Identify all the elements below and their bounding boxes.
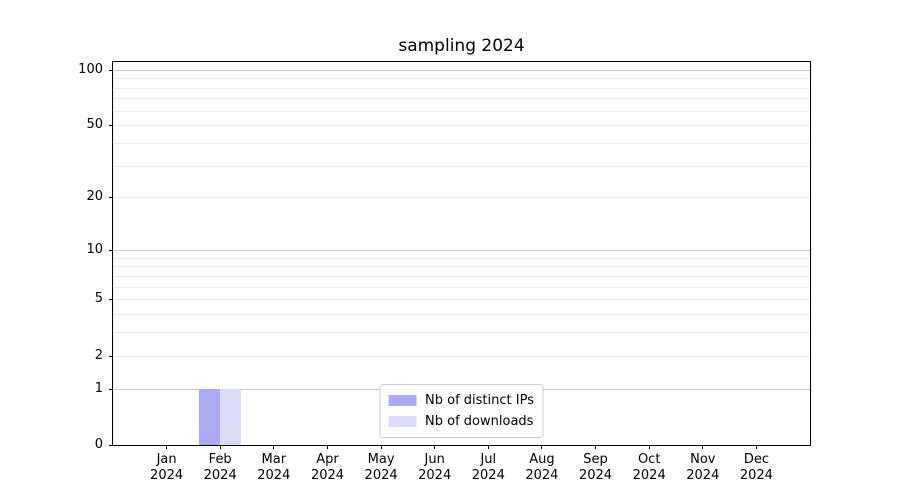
- x-tick-label: Feb 2024: [204, 452, 237, 484]
- x-tick-month: Dec: [743, 452, 769, 467]
- y-tick-label: 0: [94, 437, 103, 452]
- minor-gridline: [113, 87, 810, 89]
- x-tick-year: 2024: [632, 468, 666, 483]
- y-tick-label: 50: [86, 117, 103, 133]
- x-tick-year: 2024: [578, 468, 613, 483]
- x-tick-label: Nov 2024: [686, 452, 719, 484]
- x-tick-year: 2024: [257, 468, 291, 483]
- x-tick-mark: [380, 445, 382, 449]
- minor-gridline: [113, 275, 810, 277]
- x-tick-year: 2024: [471, 468, 505, 483]
- legend-row: Nb of downloads: [388, 411, 534, 432]
- y-tick-mark: [109, 388, 113, 390]
- x-tick-month: Mar: [261, 452, 287, 467]
- y-tick-mark: [109, 125, 113, 127]
- x-tick-year: 2024: [203, 468, 237, 483]
- x-tick-mark: [648, 445, 650, 449]
- x-tick-label: Aug 2024: [525, 452, 558, 484]
- x-tick-month: May: [367, 452, 395, 467]
- major-gridline: [113, 250, 810, 251]
- x-tick-month: Sep: [583, 452, 608, 467]
- x-tick-mark: [595, 445, 596, 449]
- x-tick-month: Nov: [690, 452, 716, 467]
- legend-label: Nb of distinct IPs: [425, 393, 534, 408]
- x-tick-month: Oct: [637, 452, 661, 467]
- minor-gridline: [113, 110, 810, 112]
- legend-row: Nb of distinct IPs: [388, 390, 534, 411]
- y-tick-label: 2: [94, 347, 103, 363]
- y-tick-label: 100: [78, 61, 103, 77]
- x-tick-year: 2024: [364, 468, 398, 483]
- x-tick-month: Feb: [208, 452, 232, 467]
- minor-gridline: [113, 314, 810, 316]
- minor-gridline: [113, 332, 810, 334]
- x-tick-month: Jul: [480, 452, 497, 467]
- x-tick-month: Jan: [156, 452, 177, 467]
- x-tick-label: Jan 2024: [150, 452, 183, 484]
- x-tick-mark: [541, 445, 543, 449]
- plot-area: 0 1 2 5 10 20 50 100 Jan 2024 Feb 2024 Mar 2024 Apr 20…: [78, 61, 811, 483]
- x-tick-label: Sep 2024: [579, 452, 612, 484]
- y-tick-mark: [109, 445, 113, 446]
- x-tick-month: Jun: [424, 452, 445, 467]
- x-tick-mark: [273, 445, 275, 449]
- minor-gridline: [113, 286, 810, 288]
- x-tick-year: 2024: [686, 468, 720, 483]
- x-tick-label: Oct 2024: [633, 452, 666, 484]
- x-tick-label: Jun 2024: [418, 452, 451, 484]
- legend-swatch: [388, 395, 417, 406]
- x-tick-mark: [327, 445, 328, 449]
- x-tick-year: 2024: [525, 468, 559, 483]
- y-tick-label: 5: [94, 291, 103, 307]
- y-tick-mark: [109, 250, 113, 251]
- x-tick-month: Apr: [316, 452, 339, 467]
- y-tick-label: 10: [86, 242, 103, 257]
- y-tick-mark: [109, 299, 113, 301]
- minor-gridline: [113, 257, 810, 259]
- x-tick-year: 2024: [418, 468, 452, 483]
- minor-gridline: [113, 299, 810, 301]
- y-tick-mark: [109, 69, 113, 71]
- legend-swatch: [388, 416, 417, 427]
- bar: [220, 388, 242, 445]
- y-tick-mark: [109, 197, 113, 199]
- x-tick-year: 2024: [310, 468, 345, 483]
- x-tick-mark: [166, 445, 168, 449]
- minor-gridline: [113, 355, 810, 357]
- minor-gridline: [113, 143, 810, 144]
- x-tick-year: 2024: [739, 468, 773, 483]
- y-tick-label: 1: [94, 380, 103, 396]
- y-tick-label: 20: [86, 189, 103, 205]
- x-tick-mark: [487, 445, 489, 449]
- x-tick-label: Dec 2024: [740, 452, 773, 484]
- x-tick-mark: [755, 445, 757, 449]
- minor-gridline: [113, 78, 810, 80]
- x-tick-month: Aug: [529, 452, 555, 467]
- x-tick-mark: [702, 445, 704, 449]
- x-tick-year: 2024: [150, 468, 184, 483]
- x-tick-mark: [219, 445, 221, 449]
- minor-gridline: [113, 98, 810, 100]
- major-gridline: [113, 69, 810, 71]
- legend-label: Nb of downloads: [425, 414, 534, 429]
- legend: Nb of distinct IPs Nb of downloads: [379, 384, 544, 438]
- y-tick-mark: [109, 355, 113, 357]
- x-tick-label: Apr 2024: [311, 452, 344, 484]
- x-tick-label: Mar 2024: [257, 452, 290, 484]
- x-tick-label: May 2024: [365, 452, 398, 484]
- minor-gridline: [113, 266, 810, 268]
- x-tick-label: Jul 2024: [472, 452, 505, 484]
- minor-gridline: [113, 197, 810, 199]
- x-tick-mark: [434, 445, 436, 449]
- minor-gridline: [113, 165, 810, 167]
- minor-gridline: [113, 125, 810, 127]
- bar: [199, 388, 221, 445]
- chart-title: sampling 2024: [398, 36, 525, 56]
